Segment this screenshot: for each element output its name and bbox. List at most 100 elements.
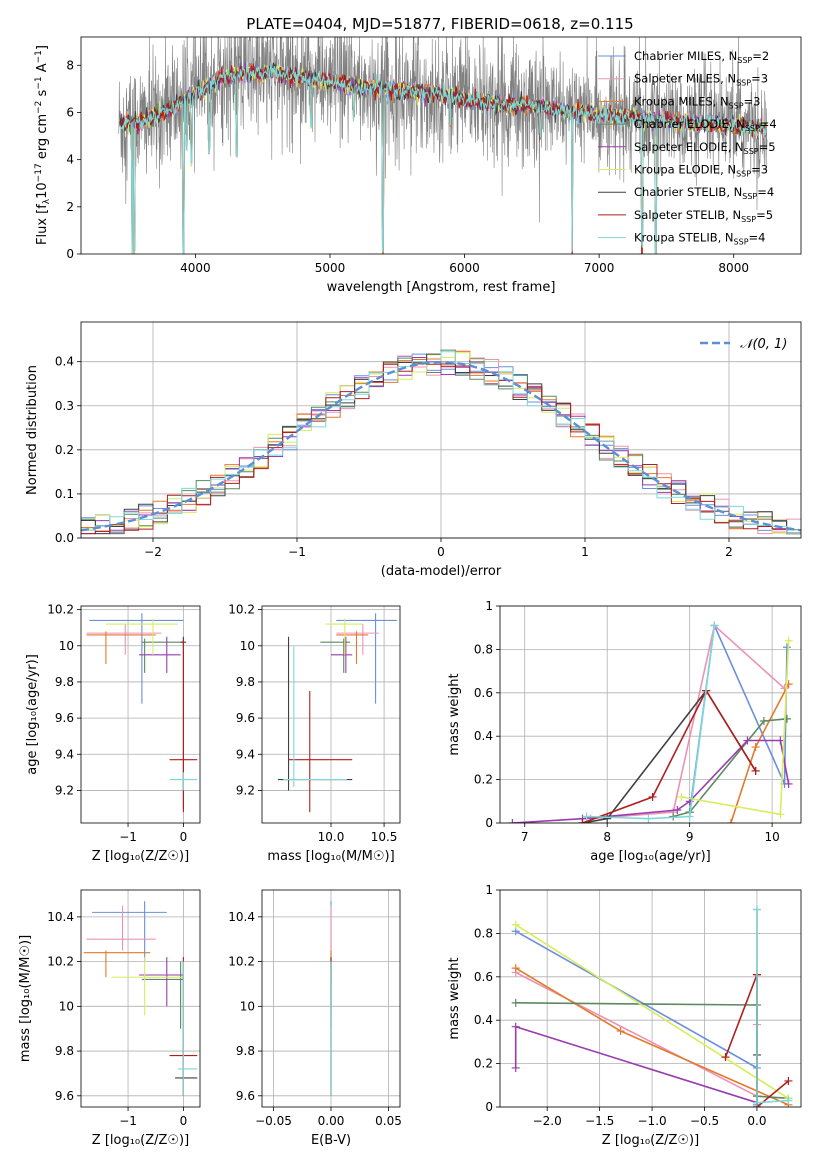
- mass_vs_Z-xlabel: Z [log₁₀(Z/Z☉)]: [92, 1133, 189, 1148]
- massweight_vs_Z-xtick-label-3: −0.5: [690, 1114, 719, 1128]
- spectrum-ylabel-part: 10: [35, 182, 50, 199]
- age_vs_Z-axes: −1 0 9.2 9.4 9.6 9.8 10 10.2 Z [log₁₀(Z/Z☉)] age …: [25, 603, 201, 864]
- mass_vs_ebv-axes: −0.05 0.00 0.05 9.6 9.8 10 10.2 10.4 E(B-V): [228, 889, 402, 1148]
- massweight_vs_Z-xtick-label-0: −2.0: [533, 1114, 562, 1128]
- residuals-ytick-label-1: 0.1: [55, 487, 74, 501]
- massweight_vs_age-series-4: [512, 739, 790, 823]
- mass_vs_Z-ytick-label-3: 10.2: [47, 955, 74, 969]
- massweight_vs_age-marker-7-0: [578, 819, 587, 823]
- massweight_vs_age-xtick-label-1: 8: [603, 830, 611, 844]
- massweight_vs_age-xtick-label-0: 7: [521, 830, 529, 844]
- massweight_vs_age-ytick-label-2: 0.4: [474, 729, 493, 743]
- legend-label-6: Chabrier STELIB, NSSP=4: [634, 185, 774, 201]
- spectrum-xtick-label-4: 8000: [718, 261, 749, 275]
- spectrum-xtick-label-0: 4000: [180, 261, 211, 275]
- massweight_vs_age-plot-area: [508, 621, 793, 823]
- age_vs_Z-plot-area: [86, 613, 198, 813]
- massweight_vs_Z-marker-7-0: [721, 1053, 730, 1062]
- massweight_vs_Z-marker-4-1: [511, 1022, 520, 1031]
- age_vs_mass-ytick-label-0: 9.2: [236, 783, 255, 797]
- spectrum-ytick-label-4: 8: [66, 58, 74, 72]
- spectrum-xlabel: wavelength [Angstrom, rest frame]: [327, 280, 556, 295]
- massweight_vs_age-marker-8-2: [685, 812, 694, 821]
- massweight_vs_age-xlabel: age [log₁₀(age/yr)]: [590, 849, 711, 864]
- massweight_vs_age-ytick-label-5: 1: [485, 599, 493, 613]
- spectrum-ylabel-part: −17: [34, 163, 44, 182]
- legend-label-sub: SSP: [736, 79, 751, 88]
- age_vs_mass-ytick-label-3: 9.8: [236, 675, 255, 689]
- age_vs_Z-xtick-label-0: −1: [119, 830, 137, 844]
- age_vs_Z-xlabel: Z [log₁₀(Z/Z☉)]: [92, 849, 189, 864]
- massweight_vs_Z-xtick-label-4: 0.0: [747, 1114, 766, 1128]
- massweight_vs_Z-marker-8-0: [752, 905, 761, 914]
- mass_vs_ebv-ytick-label-4: 10.4: [228, 910, 255, 924]
- age_vs_Z-ytick-label-4: 10: [59, 639, 74, 653]
- mass_vs_ebv-ytick-label-1: 9.8: [236, 1044, 255, 1058]
- massweight_vs_Z-ytick-label-0: 0: [485, 1100, 493, 1114]
- massweight_vs_Z-ylabel: mass weight: [447, 957, 462, 1039]
- legend-label-text: Salpeter ELODIE, N: [634, 140, 744, 154]
- massweight_vs_age-marker-4-0: [508, 819, 517, 823]
- massweight_vs_Z-frame: [499, 889, 802, 1108]
- massweight_vs_age-xtick-label-2: 9: [686, 830, 694, 844]
- legend-label-val: =5: [756, 208, 773, 222]
- figure-title: PLATE=0404, MJD=51877, FIBERID=0618, z=0…: [246, 15, 633, 33]
- spectrum-ytick-label-2: 4: [66, 153, 74, 167]
- legend-label-3: Chabrier ELODIE, NSSP=4: [634, 117, 777, 133]
- legend-label-7: Salpeter STELIB, NSSP=5: [634, 208, 773, 224]
- age_vs_Z-frame: [80, 605, 201, 824]
- spectrum-plot-area: [118, 37, 768, 254]
- age_vs_Z-xtick-label-1: 0: [180, 830, 188, 844]
- legend-label-val: =3: [751, 72, 768, 86]
- age_vs_mass-ytick-label-5: 10.2: [228, 603, 255, 617]
- legend-label-text: Salpeter STELIB, N: [634, 208, 741, 222]
- legend-label-sub: SSP: [745, 124, 760, 133]
- legend-label-val: =2: [752, 49, 769, 63]
- massweight_vs_age-marker-4-2: [673, 805, 682, 814]
- massweight_vs_Z-series-5: [515, 924, 789, 1099]
- massweight_vs_Z-series-0: [515, 930, 758, 1105]
- legend-label-val: =3: [744, 94, 761, 108]
- legend-label-text: Chabrier ELODIE, N: [634, 117, 745, 131]
- mass_vs_Z-ylabel: mass [log₁₀(M/M☉)]: [18, 935, 33, 1062]
- massweight_vs_Z-ytick-label-3: 0.6: [474, 970, 493, 984]
- residuals-xtick-label-2: 0: [437, 545, 445, 559]
- massweight_vs_Z-ytick-label-2: 0.4: [474, 1013, 493, 1027]
- spectrum-ytick-label-0: 0: [66, 247, 74, 261]
- massweight_vs_age-marker-5-2: [784, 636, 793, 645]
- mass_vs_ebv-xtick-label-1: 0.00: [318, 1114, 345, 1128]
- age_vs_mass-xlabel: mass [log₁₀(M/M☉)]: [267, 849, 394, 864]
- mass_vs_ebv-xtick-label-2: 0.05: [375, 1114, 402, 1128]
- legend-label-text: Kroupa ELODIE, N: [634, 163, 736, 177]
- mass_vs_ebv-ytick-label-2: 10: [240, 999, 255, 1013]
- mass_vs_ebv-ytick-label-0: 9.6: [236, 1089, 255, 1103]
- legend-label-sub: SSP: [744, 147, 759, 156]
- massweight_vs_age-marker-0-3: [782, 643, 791, 652]
- legend-label-text: Kroupa MILES, N: [634, 94, 729, 108]
- massweight_vs_Z-axes: −2.0 −1.5 −1.0 −0.5 0.0 0 0.2 0.4 0.6 0.8 1 Z [log₁…: [447, 883, 802, 1148]
- age_vs_mass-ytick-label-2: 9.6: [236, 711, 255, 725]
- massweight_vs_age-series-1: [590, 623, 786, 820]
- massweight_vs_age-marker-5-1: [776, 810, 785, 819]
- massweight_vs_Z-ytick-label-5: 1: [485, 883, 493, 897]
- residuals-xtick-label-4: 2: [725, 545, 733, 559]
- legend-label-2: Kroupa MILES, NSSP=3: [634, 94, 760, 110]
- age_vs_mass-axes: 10.0 10.5 9.2 9.4 9.6 9.8 10 10.2 mass [log₁₀(M/…: [228, 603, 401, 864]
- residuals-xtick-label-3: 1: [581, 545, 589, 559]
- mass_vs_ebv-ytick-label-3: 10.2: [228, 955, 255, 969]
- spectrum-ytick-label-3: 6: [66, 105, 74, 119]
- age_vs_mass-plot-area: [277, 613, 397, 813]
- mass_vs_Z-ytick-label-2: 10: [59, 999, 74, 1013]
- legend-label-val: =4: [749, 231, 766, 245]
- spectrum-ylabel-part: −1: [34, 76, 44, 89]
- mass_vs_Z-frame: [80, 889, 201, 1108]
- residuals-ytick-label-0: 0.0: [55, 531, 74, 545]
- massweight_vs_age-ytick-label-0: 0: [485, 816, 493, 830]
- massweight_vs_age-marker-8-3: [710, 621, 719, 630]
- legend-label-val: =5: [759, 140, 776, 154]
- spectrum-ylabel-part: A: [35, 63, 50, 76]
- massweight_vs_age-marker-3-2: [759, 717, 768, 726]
- massweight_vs_age-ytick-label-4: 0.8: [474, 642, 493, 656]
